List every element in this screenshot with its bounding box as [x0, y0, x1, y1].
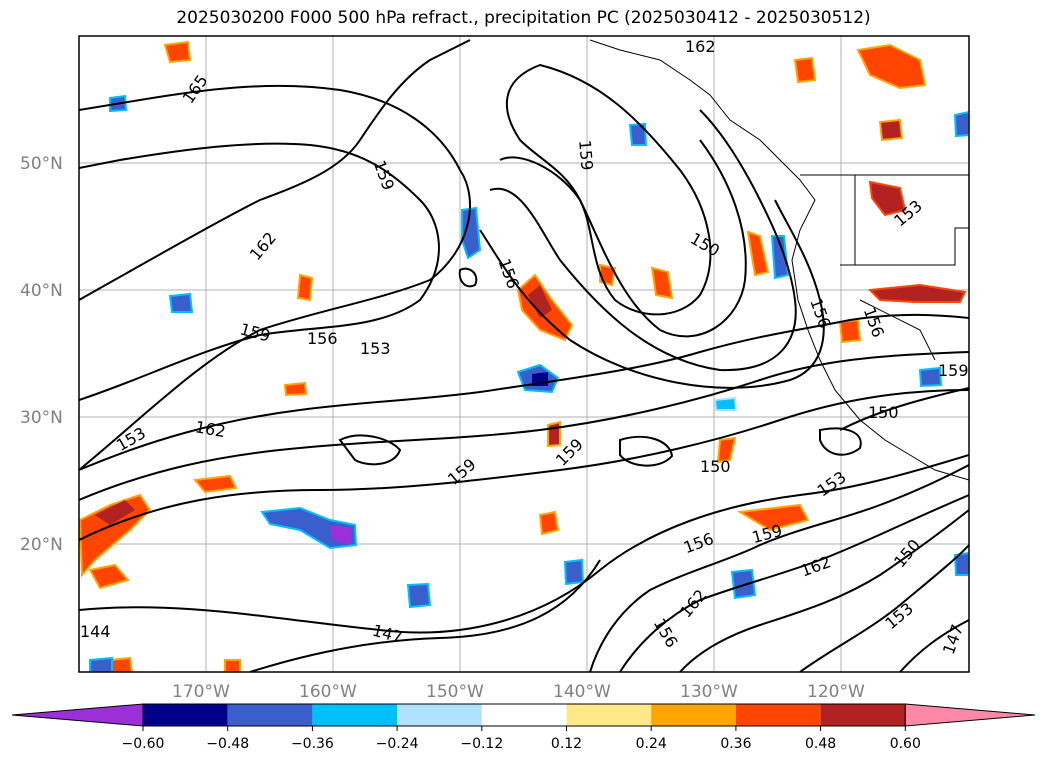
colorbar-tick-label: 0.24 — [636, 736, 667, 752]
precip-patch-negative — [770, 235, 790, 280]
contour-label: 162 — [685, 37, 716, 56]
precip-patch-positive — [109, 656, 134, 672]
colorbar-tick-label: 0.36 — [720, 736, 751, 752]
lon-label: 160°W — [299, 682, 357, 702]
precip-patch-positive — [746, 230, 770, 277]
colorbar-extend-high — [904, 703, 1036, 727]
lon-label: 150°W — [426, 682, 484, 702]
precip-patch-positive — [856, 43, 927, 90]
map-area — [79, 36, 969, 672]
precip-patch-positive — [224, 659, 241, 672]
latitude-labels: 50°N 40°N 30°N 20°N — [20, 154, 63, 555]
contour-label: 150 — [868, 403, 899, 422]
contour-label: 144 — [80, 622, 111, 641]
precip-patch-negative — [918, 366, 943, 388]
colorbar-outline — [142, 703, 906, 727]
colorbar-segment — [227, 704, 313, 726]
contour-label: 150 — [700, 457, 731, 476]
colorbar-segment — [397, 704, 482, 726]
precip-patch-positive — [88, 563, 130, 590]
precip-patch-negative — [953, 110, 969, 138]
precip-patch-positive — [193, 474, 238, 494]
colorbar-segment — [651, 704, 736, 726]
colorbar-segment — [143, 704, 228, 726]
height-contours — [79, 39, 969, 672]
precip-patch-positive — [283, 381, 308, 397]
lat-label: 50°N — [20, 154, 63, 174]
lat-label: 20°N — [20, 535, 63, 555]
colorbar-segment — [820, 704, 906, 726]
precip-patch-positive — [296, 273, 314, 302]
longitude-labels: 170°W 160°W 150°W 140°W 130°W 120°W — [172, 682, 865, 702]
contour-label: 153 — [360, 339, 391, 358]
precip-patch-positive — [163, 40, 192, 64]
colorbar-tick-label: 0.12 — [551, 736, 582, 752]
precip-patch-positive — [878, 118, 904, 142]
colorbar-tick-label: −0.60 — [122, 736, 165, 752]
precip-patch-positive — [736, 503, 810, 532]
precip-patch-positive — [793, 56, 817, 84]
precip-patch-positive — [538, 510, 560, 536]
lon-label: 140°W — [553, 682, 611, 702]
lon-label: 120°W — [807, 682, 865, 702]
precip-patch-positive — [868, 180, 907, 217]
precip-patch-negative — [330, 525, 352, 545]
colorbar-tick-label: −0.48 — [206, 736, 249, 752]
precip-patch-positive — [716, 436, 737, 464]
colorbar-tick-label: −0.24 — [376, 736, 419, 752]
colorbar-segment — [735, 704, 821, 726]
colorbar-tick-label: 0.60 — [890, 736, 921, 752]
precip-patch-negative — [953, 551, 969, 576]
precip-patch-positive — [650, 266, 674, 300]
colorbar-segment — [312, 704, 398, 726]
colorbar-segment — [566, 704, 652, 726]
map-frame — [78, 35, 970, 673]
coastlines — [589, 39, 969, 481]
contour-label: 156 — [307, 329, 338, 348]
precip-patch-negative — [406, 582, 432, 609]
precip-patch-positive — [547, 420, 561, 448]
precip-patches — [79, 40, 969, 672]
precip-patch-negative — [89, 656, 113, 672]
lat-label: 30°N — [20, 408, 63, 428]
colorbar-tick-label: −0.36 — [291, 736, 334, 752]
precip-patch-positive — [95, 500, 135, 525]
colorbar: −0.60 −0.48 −0.36 −0.24 −0.12 0.12 0.24 0.36 0.4… — [11, 703, 1036, 752]
precip-patch-negative — [168, 292, 194, 313]
lon-label: 170°W — [172, 682, 230, 702]
colorbar-segment — [481, 704, 567, 726]
precip-patch-negative — [461, 206, 482, 260]
precip-patch-negative — [730, 568, 757, 600]
colorbar-extend-low — [11, 703, 144, 727]
precip-patch-positive — [867, 283, 967, 303]
precip-patch-positive — [528, 285, 552, 318]
lon-label: 130°W — [680, 682, 738, 702]
precip-patch-negative — [563, 558, 585, 586]
colorbar-tick-label: −0.12 — [460, 736, 503, 752]
contour-label: 159 — [575, 139, 597, 171]
lat-label: 40°N — [20, 281, 63, 301]
colorbar-tick-label: 0.48 — [805, 736, 836, 752]
map-title: 2025030200 F000 500 hPa refract., precip… — [176, 8, 871, 28]
contour-label: 159 — [938, 361, 969, 380]
precip-patch-negative — [713, 396, 738, 411]
precip-patch-positive — [838, 318, 862, 344]
